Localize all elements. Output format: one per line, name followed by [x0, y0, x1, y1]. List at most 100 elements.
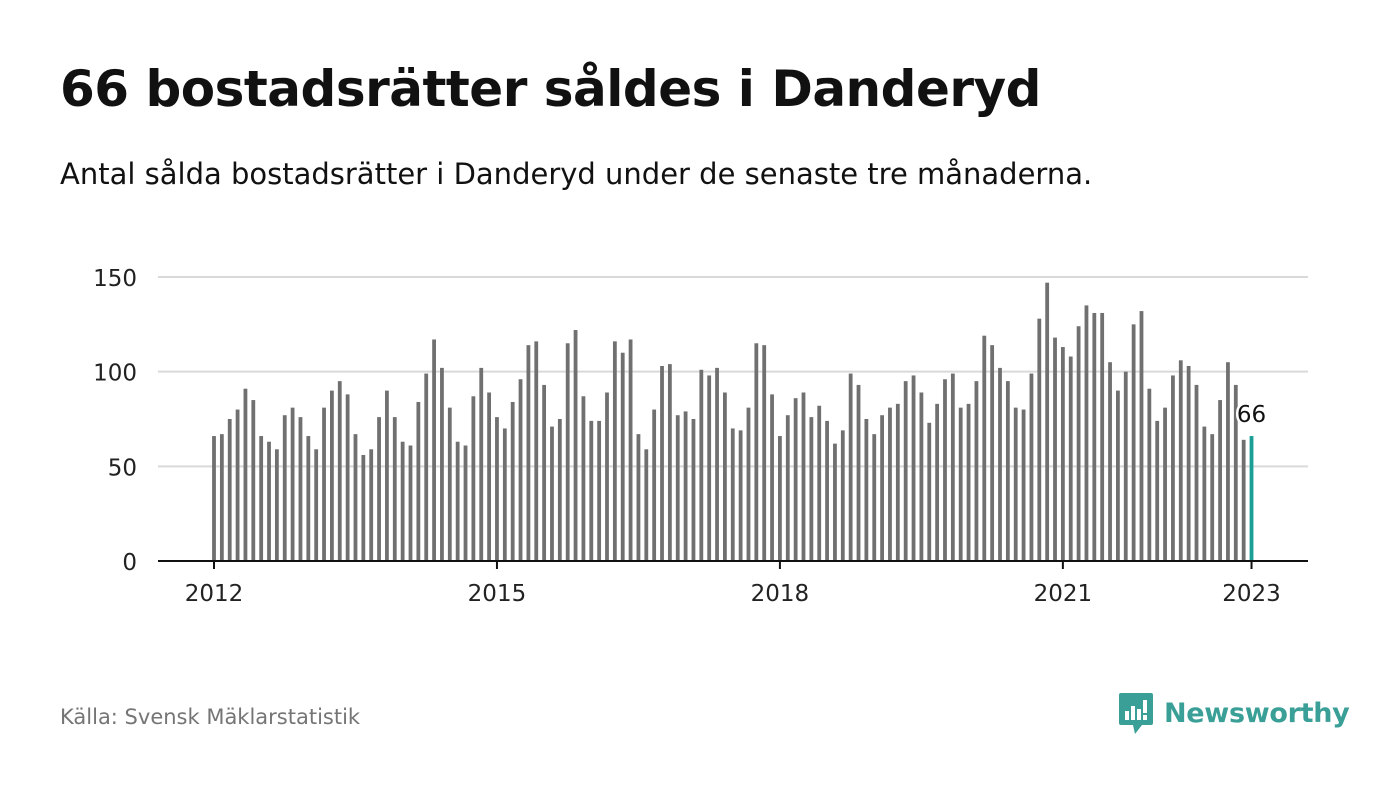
bar [330, 390, 334, 561]
bar [542, 384, 547, 561]
bar [502, 428, 507, 561]
bar [573, 330, 578, 561]
bar [408, 445, 413, 561]
bar [1084, 305, 1089, 561]
bar [345, 394, 350, 561]
bar [416, 401, 421, 561]
bar [1092, 312, 1097, 561]
x-tick-label: 2023 [1222, 581, 1281, 607]
bar [778, 436, 782, 561]
bar [966, 403, 971, 561]
bar [974, 381, 979, 561]
bar [1076, 326, 1081, 561]
bar [361, 454, 366, 561]
bar [1233, 384, 1238, 561]
bar [550, 426, 554, 561]
bar [1021, 409, 1026, 561]
bar [455, 441, 460, 561]
highlighted-bar [1249, 436, 1254, 561]
bar [1029, 373, 1034, 561]
bar [479, 367, 484, 561]
bar [1241, 439, 1246, 561]
bar [1210, 434, 1215, 561]
x-tick-label: 2015 [468, 581, 527, 607]
bar [1068, 356, 1073, 561]
bar [274, 449, 279, 561]
y-tick-label: 100 [93, 361, 137, 387]
brand-logo[interactable]: Newsworthy [1118, 690, 1350, 736]
bar [267, 441, 271, 561]
bar [432, 339, 436, 561]
bar [518, 379, 523, 561]
bar [1186, 365, 1191, 561]
bar [212, 436, 216, 561]
source-note: Källa: Svensk Mäklarstatistik [60, 705, 361, 729]
bar [353, 434, 358, 561]
bars [212, 282, 1254, 561]
bar [1171, 375, 1175, 561]
bar [856, 384, 861, 561]
bar [1045, 282, 1050, 561]
bar [385, 390, 389, 561]
bar [840, 430, 845, 561]
bar [801, 392, 806, 561]
bar [927, 422, 932, 561]
bar [833, 443, 837, 561]
bar [872, 434, 877, 561]
bar [243, 388, 248, 561]
bar [1013, 407, 1018, 561]
x-tick-label: 2012 [185, 581, 244, 607]
bar [1100, 312, 1105, 561]
bar-chart: 0 50 100 150 2012 2015 2018 2021 2023 66 [93, 266, 1308, 607]
bar [880, 415, 884, 561]
bar [730, 428, 735, 561]
bar [707, 375, 712, 561]
bar [1226, 362, 1230, 561]
bar [282, 415, 287, 561]
bar [1060, 347, 1065, 561]
bar [895, 403, 900, 561]
bar [612, 341, 617, 561]
bar-chart-speech-bubble-icon [1119, 693, 1153, 734]
bar [1218, 400, 1222, 561]
bar [762, 345, 767, 561]
bar [377, 417, 381, 561]
bar [424, 373, 429, 561]
bar [943, 379, 947, 561]
bar [848, 373, 853, 561]
bar [1178, 360, 1183, 561]
bar [683, 411, 688, 561]
bar [652, 409, 657, 561]
bar [251, 400, 256, 561]
bar [290, 407, 295, 561]
x-axis-ticks: 2012 2015 2018 2021 2023 [185, 561, 1281, 607]
bar [1131, 324, 1136, 561]
bar [597, 420, 602, 561]
x-tick-label: 2021 [1034, 581, 1093, 607]
bar [526, 345, 531, 561]
bar [754, 343, 759, 561]
bar [817, 405, 822, 561]
bar [487, 392, 491, 561]
bar [557, 419, 562, 561]
bar [958, 407, 963, 561]
bar [337, 381, 342, 561]
bar [628, 339, 633, 561]
bar [259, 436, 264, 561]
bar [675, 415, 680, 561]
highlight-value-label: 66 [1237, 402, 1266, 428]
bar [982, 335, 987, 561]
bar [723, 392, 727, 561]
bar [605, 392, 609, 561]
chart-subtitle: Antal sålda bostadsrätter i Danderyd und… [60, 157, 1093, 191]
bar [1037, 318, 1042, 561]
bar [715, 367, 719, 561]
y-tick-label: 0 [122, 550, 137, 576]
bar [903, 381, 908, 561]
bar [911, 375, 916, 561]
bar [1163, 407, 1167, 561]
bar [691, 419, 696, 561]
bar [400, 441, 405, 561]
bar [825, 420, 829, 561]
bar [809, 417, 814, 561]
